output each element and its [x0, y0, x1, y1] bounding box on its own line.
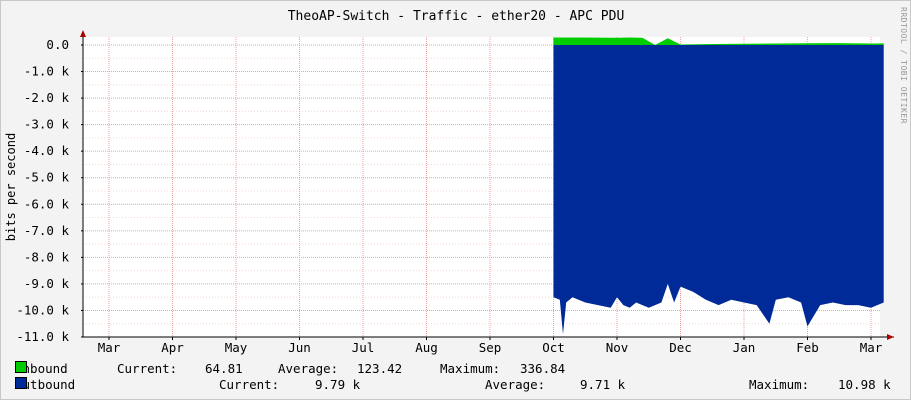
- y-tick-label: -3.0 k: [24, 117, 70, 132]
- y-tick-label: -10.0 k: [16, 302, 69, 317]
- x-tick-label: Sep: [479, 340, 502, 355]
- y-tick-label: -11.0 k: [16, 329, 69, 344]
- x-tick-label: Oct: [542, 340, 565, 355]
- y-tick-label: -8.0 k: [24, 249, 70, 264]
- y-tick-label: 0.0: [46, 37, 69, 52]
- x-tick-label: Apr: [161, 340, 184, 355]
- chart-title: TheoAP-Switch - Traffic - ether20 - APC …: [288, 9, 625, 24]
- outbound-swatch: [15, 377, 27, 389]
- y-tick-label: -1.0 k: [24, 64, 70, 79]
- y-axis-arrow: [80, 30, 86, 37]
- axis-layer: 0.0 -1.0 k -2.0 k -3.0 k -4.0 k -5.0 k -6.0 k -…: [16, 30, 894, 355]
- y-tick-label: -7.0 k: [24, 223, 70, 238]
- series-area-inbound: [553, 37, 884, 45]
- y-tick-label: -5.0 k: [24, 170, 70, 185]
- inbound-average-label: Average:: [278, 361, 339, 376]
- outbound-maximum: 10.98 k: [838, 377, 891, 392]
- x-tick-label: Jan: [733, 340, 756, 355]
- inbound-name: Inbound: [15, 361, 68, 376]
- x-tick-label: Aug: [415, 340, 438, 355]
- inbound-swatch: [15, 361, 27, 373]
- y-tick-label: -9.0 k: [24, 276, 70, 291]
- legend-inbound: Inbound Current: 64.81 Average: 123.42 M…: [15, 361, 895, 377]
- outbound-current: 9.79 k: [315, 377, 361, 392]
- inbound-average: 123.42: [357, 361, 403, 376]
- data-layer: [553, 37, 884, 335]
- inbound-current: 64.81: [205, 361, 243, 376]
- outbound-average: 9.71 k: [580, 377, 626, 392]
- y-axis-label: bits per second: [4, 133, 18, 241]
- x-axis-arrow: [887, 334, 894, 340]
- rrdtool-watermark: RRDTOOL / TOBI OETIKER: [899, 7, 908, 124]
- x-tick-label: Feb: [796, 340, 819, 355]
- y-tick-label: -2.0 k: [24, 90, 70, 105]
- outbound-name: Outbound: [15, 377, 76, 392]
- series-area-outbound: [553, 45, 884, 335]
- legend-outbound: Outbound Current: 9.79 k Average: 9.71 k…: [15, 377, 895, 393]
- x-tick-label: Mar: [98, 340, 121, 355]
- x-tick-label: May: [225, 340, 248, 355]
- x-tick-label: Mar: [860, 340, 883, 355]
- inbound-maximum-label: Maximum:: [440, 361, 501, 376]
- inbound-maximum: 336.84: [520, 361, 566, 376]
- outbound-average-label: Average:: [485, 377, 546, 392]
- x-tick-label: Jul: [352, 340, 375, 355]
- x-tick-label: Nov: [606, 340, 629, 355]
- outbound-maximum-label: Maximum:: [749, 377, 810, 392]
- outbound-current-label: Current:: [219, 377, 280, 392]
- x-tick-label: Dec: [669, 340, 692, 355]
- y-tick-label: -4.0 k: [24, 143, 70, 158]
- x-tick-label: Jun: [288, 340, 311, 355]
- inbound-current-label: Current:: [117, 361, 178, 376]
- y-tick-label: -6.0 k: [24, 196, 70, 211]
